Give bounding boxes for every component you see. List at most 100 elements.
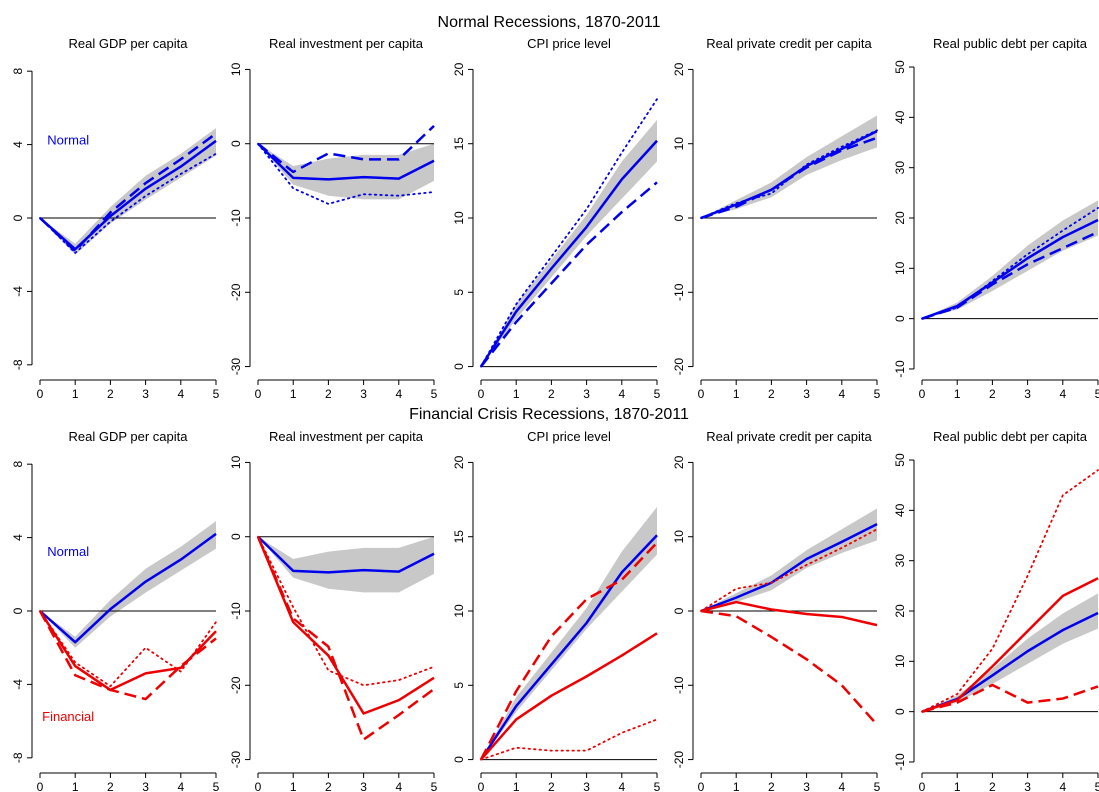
series-normal-dotted <box>480 98 658 368</box>
confidence-band <box>922 593 1098 712</box>
x-tick-label: 0 <box>37 387 44 401</box>
panel-r1-c1: Real investment per capita -30 -20 -10 0 10 0 1… <box>229 429 438 792</box>
x-tick-label: 1 <box>733 387 740 401</box>
x-tick-label: 4 <box>177 387 184 401</box>
series-financial-dotted <box>700 528 878 612</box>
series-financial-dotted <box>480 718 658 761</box>
series-financial-solid <box>480 632 658 761</box>
y-tick-label: 30 <box>893 554 907 568</box>
y-tick-label: -20 <box>672 751 686 769</box>
annotation-normal: Normal <box>47 544 89 559</box>
x-tick-label: 0 <box>698 387 705 401</box>
series-normal-dashed <box>480 181 658 368</box>
panel-r0-c2: CPI price level 0 5 10 15 20 0 1 2 3 4 5 <box>452 36 661 401</box>
x-tick-label: 1 <box>290 387 297 401</box>
x-tick-label: 5 <box>654 387 661 401</box>
y-tick-label: -30 <box>229 358 243 376</box>
panel-r0-c4: Real public debt per capita-100102030405… <box>893 36 1099 401</box>
y-tick-label: 8 <box>11 68 25 75</box>
x-tick-label: 1 <box>72 387 79 401</box>
y-tick-label: -10 <box>229 209 243 227</box>
confidence-band <box>40 128 216 255</box>
panel-grid: Real GDP per capita -8 -4 0 4 8 0 1 2 3 4 5 Normal Re… <box>11 36 1099 792</box>
x-tick-label: 3 <box>1024 387 1031 401</box>
x-tick-label: 0 <box>478 387 485 401</box>
x-tick-label: 3 <box>803 780 810 792</box>
row-title-financial: Financial Crisis Recessions, 1870-2011 <box>409 406 689 423</box>
panel-title: Real public debt per capita <box>933 429 1088 444</box>
y-tick-label: 50 <box>893 453 907 467</box>
series-financial-solid <box>700 600 878 627</box>
y-tick-label: 0 <box>229 533 243 540</box>
y-tick-label: -4 <box>11 286 25 297</box>
y-tick-label: 0 <box>452 756 466 763</box>
x-tick-label: 5 <box>1095 387 1099 401</box>
x-tick-label: 2 <box>548 387 555 401</box>
y-tick-label: 8 <box>11 461 25 468</box>
y-tick-label: 4 <box>11 141 25 148</box>
y-tick-label: 0 <box>452 363 466 370</box>
x-tick-label: 1 <box>290 780 297 792</box>
x-tick-label: 4 <box>838 780 845 792</box>
x-tick-label: 0 <box>919 780 926 792</box>
confidence-band <box>922 200 1098 319</box>
panel-r1-c4: Real public debt per capita-100102030405… <box>893 429 1099 792</box>
confidence-band <box>481 119 657 367</box>
y-tick-label: 0 <box>672 607 686 614</box>
y-tick-label: 10 <box>893 654 907 668</box>
x-tick-label: 0 <box>478 780 485 792</box>
x-tick-label: 4 <box>1059 780 1066 792</box>
y-tick-label: 10 <box>893 261 907 275</box>
series-normal-solid <box>257 142 435 181</box>
y-tick-label: 20 <box>672 62 686 76</box>
row-title-normal: Normal Recessions, 1870-2011 <box>438 14 661 31</box>
panel-r1-c2: CPI price level 0 5 10 15 20 0 1 2 3 4 5 <box>452 429 661 792</box>
x-tick-label: 0 <box>919 387 926 401</box>
panel-title: Real private credit per capita <box>706 429 872 444</box>
confidence-band <box>258 536 434 593</box>
x-tick-label: 2 <box>768 387 775 401</box>
x-tick-label: 0 <box>255 387 262 401</box>
y-tick-label: 5 <box>452 289 466 296</box>
x-tick-label: 4 <box>838 387 845 401</box>
y-tick-label: 10 <box>452 211 466 225</box>
series-financial-dotted <box>39 610 217 688</box>
y-tick-label: -20 <box>672 358 686 376</box>
series-normal-dotted <box>700 129 878 219</box>
y-tick-label: -10 <box>672 676 686 694</box>
series-financial-solid <box>921 577 1099 713</box>
y-tick-label: 0 <box>11 214 25 221</box>
annotation-normal: Normal <box>47 133 89 148</box>
x-tick-label: 3 <box>1024 780 1031 792</box>
y-tick-label: 0 <box>893 708 907 715</box>
x-tick-label: 5 <box>654 780 661 792</box>
x-tick-label: 4 <box>618 780 625 792</box>
series-financial-dashed <box>700 609 878 726</box>
x-tick-label: 5 <box>213 780 220 792</box>
x-tick-label: 1 <box>513 387 520 401</box>
y-tick-label: 4 <box>11 534 25 541</box>
y-tick-label: -8 <box>11 752 25 763</box>
x-tick-label: 2 <box>107 387 114 401</box>
series-financial-dashed <box>38 610 217 701</box>
x-tick-label: 1 <box>954 780 961 792</box>
series-financial-dashed <box>921 683 1099 713</box>
x-tick-label: 3 <box>142 387 149 401</box>
x-tick-label: 4 <box>177 780 184 792</box>
x-tick-label: 3 <box>583 387 590 401</box>
y-tick-label: -4 <box>11 679 25 690</box>
x-tick-label: 0 <box>698 780 705 792</box>
y-tick-label: 0 <box>229 140 243 147</box>
y-tick-label: -10 <box>893 360 907 378</box>
confidence-band <box>258 143 434 200</box>
confidence-band <box>701 508 877 611</box>
x-tick-label: 3 <box>803 387 810 401</box>
y-tick-label: 10 <box>229 455 243 469</box>
series-normal-solid <box>921 218 1099 320</box>
y-tick-label: 20 <box>452 455 466 469</box>
x-tick-label: 1 <box>954 387 961 401</box>
y-tick-label: -8 <box>11 359 25 370</box>
panel-title: Real GDP per capita <box>69 429 189 444</box>
x-tick-label: 2 <box>768 780 775 792</box>
x-tick-label: 1 <box>72 780 79 792</box>
